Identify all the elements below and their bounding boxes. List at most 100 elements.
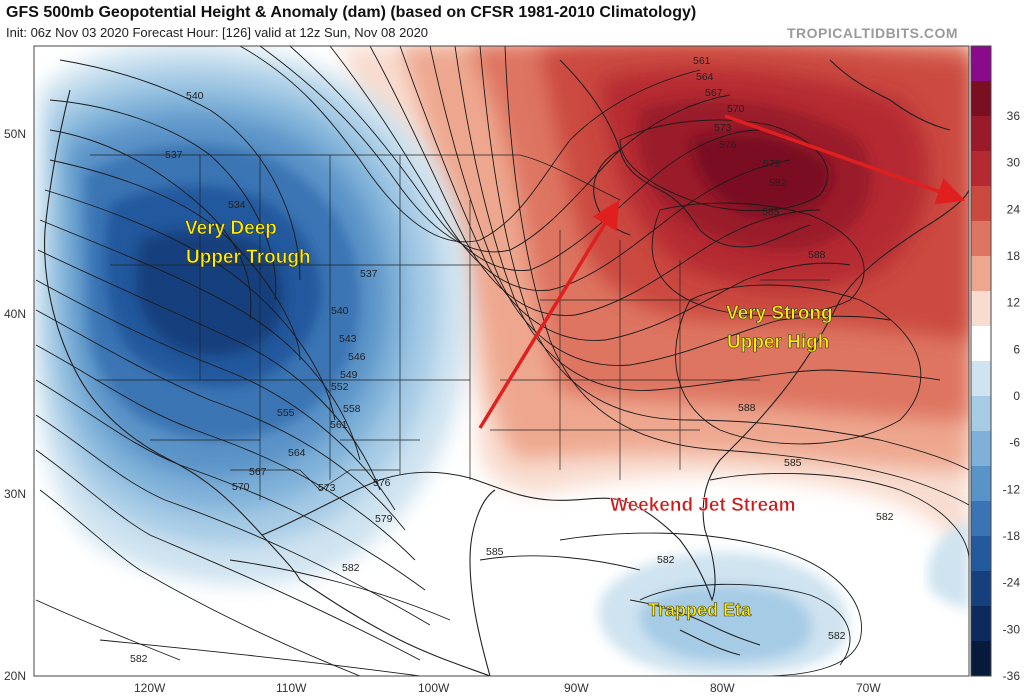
lon-label: 70W — [856, 681, 881, 695]
contour-label: 537 — [165, 149, 183, 161]
colorbar-swatch — [971, 186, 991, 222]
lat-label: 20N — [4, 669, 26, 683]
contour-label: 564 — [288, 447, 306, 459]
colorbar-swatch — [971, 256, 991, 292]
contour-label: 564 — [696, 71, 714, 83]
contour-label: 582 — [769, 177, 787, 189]
contour-label: 570 — [727, 103, 745, 115]
colorbar-swatch — [971, 46, 991, 82]
contour-labels: 540 537 534 537 540 543 546 549 552 555 … — [130, 55, 894, 665]
lon-label: 120W — [134, 681, 166, 695]
contour-label: 543 — [339, 333, 357, 345]
colorbar-swatch — [971, 151, 991, 187]
annotation-high-2: Upper High — [727, 332, 829, 353]
lon-label: 110W — [276, 681, 307, 695]
contour-label: 567 — [705, 87, 723, 99]
lon-label: 100W — [418, 681, 450, 695]
contour-label: 579 — [375, 513, 393, 525]
contour-label: 561 — [693, 55, 711, 67]
colorbar-label: -30 — [1003, 622, 1021, 636]
contour-label: 582 — [876, 511, 894, 523]
contour-label: 582 — [828, 630, 846, 642]
negative-anomaly-shading — [34, 46, 969, 676]
contour-label: 573 — [714, 122, 732, 134]
contour-label: 537 — [360, 268, 378, 280]
colorbar-swatch — [971, 571, 991, 607]
map-annotations: Very Deep Upper Trough Very Strong Upper… — [185, 218, 833, 621]
colorbar-label: 36 — [1007, 109, 1021, 123]
colorbar-swatch — [971, 116, 991, 152]
map-title: GFS 500mb Geopotential Height & Anomaly … — [6, 4, 697, 21]
colorbar-swatch — [971, 431, 991, 467]
contour-label: 555 — [277, 407, 295, 419]
colorbar-label: -18 — [1003, 529, 1021, 543]
colorbar-swatch — [971, 221, 991, 257]
contour-label: 540 — [331, 305, 349, 317]
jet-arrows — [478, 114, 966, 429]
colorbar-label: -24 — [1003, 576, 1021, 590]
colorbar-swatch — [971, 501, 991, 537]
contour-label: 546 — [348, 351, 366, 363]
annotation-trough-2: Upper Trough — [186, 247, 311, 268]
map-panel: 540 537 534 537 540 543 546 549 552 555 … — [34, 46, 969, 676]
annotation-high-1: Very Strong — [726, 303, 833, 324]
colorbar-label: 12 — [1007, 296, 1021, 310]
contour-label: 579 — [763, 158, 781, 170]
brand-watermark: TROPICALTIDBITS.COM — [787, 25, 959, 41]
latitude-labels: 50N 40N 30N 20N — [4, 127, 26, 683]
contour-label: 552 — [331, 381, 349, 393]
colorbar-label: -6 — [1009, 436, 1020, 450]
colorbar-swatch — [971, 291, 991, 327]
contour-label: 540 — [186, 90, 204, 102]
contour-label: 585 — [784, 457, 802, 469]
lat-label: 30N — [4, 487, 26, 501]
colorbar-swatch — [971, 326, 991, 362]
coastlines — [44, 59, 969, 676]
colorbar-label: 0 — [1013, 389, 1020, 403]
colorbar-label: -12 — [1003, 482, 1021, 496]
lat-label: 40N — [4, 307, 26, 321]
contour-label: 582 — [342, 562, 360, 574]
contour-label: 585 — [486, 546, 504, 558]
colorbar-swatch — [971, 536, 991, 572]
height-contours — [35, 46, 969, 676]
colorbar-label: 6 — [1013, 342, 1020, 356]
colorbar-frame — [970, 45, 992, 677]
contour-label: 567 — [249, 466, 267, 478]
contour-label: 576 — [373, 477, 391, 489]
contour-label: 582 — [657, 554, 675, 566]
contour-label: 576 — [719, 139, 737, 151]
annotation-eta: Trapped Eta — [648, 600, 752, 620]
colorbar-swatch — [971, 81, 991, 117]
positive-anomaly-shading — [340, 46, 969, 560]
map-frame — [33, 45, 970, 677]
political-borders — [90, 154, 830, 500]
lat-label: 50N — [4, 127, 26, 141]
colorbar: 36 30 24 18 12 6 0 -6 -12 -18 -24 -30 -36 — [970, 45, 1021, 683]
colorbar-swatch — [971, 641, 991, 677]
contour-label: 558 — [343, 403, 361, 415]
annotation-jet-stream: Weekend Jet Stream — [610, 495, 796, 516]
jet-arrow-northeast — [724, 114, 966, 205]
map-subtitle: Init: 06z Nov 03 2020 Forecast Hour: [12… — [6, 25, 429, 40]
longitude-labels: 120W 110W 100W 90W 80W 70W — [134, 681, 881, 695]
jet-arrow-southwest — [478, 200, 620, 429]
colorbar-label: 30 — [1007, 156, 1021, 170]
colorbar-swatch — [971, 396, 991, 432]
contour-label: 549 — [340, 369, 358, 381]
colorbar-label: -36 — [1003, 669, 1021, 683]
colorbar-swatch — [971, 361, 991, 397]
colorbar-label: 18 — [1007, 249, 1021, 263]
contour-label: 534 — [228, 199, 246, 211]
annotation-trough-1: Very Deep — [185, 218, 277, 239]
colorbar-label: 24 — [1007, 202, 1021, 216]
contour-label: 561 — [330, 419, 348, 431]
contour-label: 573 — [318, 482, 336, 494]
contour-label: 582 — [130, 653, 148, 665]
lon-label: 80W — [710, 681, 735, 695]
colorbar-swatch — [971, 466, 991, 502]
colorbar-swatch — [971, 606, 991, 642]
contour-label: 570 — [232, 481, 250, 493]
contour-label: 588 — [808, 249, 826, 261]
